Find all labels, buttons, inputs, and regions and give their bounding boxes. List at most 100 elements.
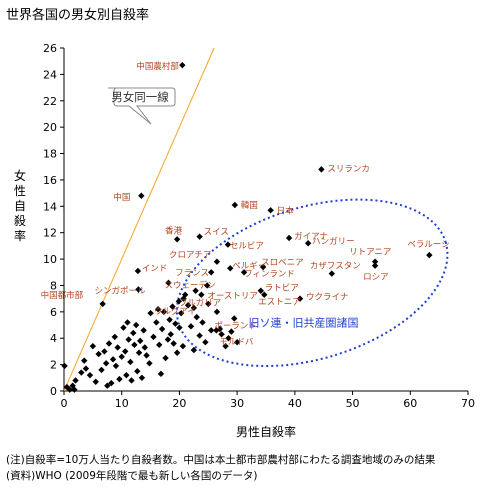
labeled-data-point bbox=[165, 279, 172, 287]
y-tick-label: 26 bbox=[43, 42, 57, 55]
labeled-data-point bbox=[240, 269, 248, 276]
labeled-data-point bbox=[231, 201, 239, 209]
point-label: フランス bbox=[175, 268, 209, 278]
data-point bbox=[164, 336, 172, 343]
point-label: シンガポール bbox=[94, 285, 146, 296]
labeled-data-point bbox=[426, 251, 433, 259]
labeled-data-point bbox=[175, 298, 183, 305]
labeled-data-point bbox=[196, 233, 203, 240]
data-point bbox=[205, 300, 212, 308]
point-label: リトアニア bbox=[349, 248, 391, 258]
data-point bbox=[207, 327, 215, 334]
data-point bbox=[157, 370, 165, 378]
y-tick-label: 20 bbox=[43, 121, 57, 134]
point-label: モルドバ bbox=[220, 337, 255, 347]
data-point bbox=[156, 341, 163, 349]
data-point bbox=[193, 313, 200, 321]
labeled-data-point bbox=[304, 240, 312, 247]
data-point bbox=[190, 346, 198, 354]
point-label: エストニア bbox=[258, 298, 301, 308]
data-point bbox=[166, 316, 173, 323]
labeled-data-point bbox=[218, 331, 225, 338]
data-point bbox=[104, 382, 111, 389]
data-point bbox=[116, 375, 123, 383]
y-tick-label: 18 bbox=[43, 148, 57, 161]
point-label: ブルガリア bbox=[179, 297, 221, 308]
data-point bbox=[121, 348, 129, 355]
data-point bbox=[72, 377, 79, 384]
y-tick-label: 0 bbox=[50, 385, 57, 398]
data-point bbox=[61, 362, 68, 370]
y-tick-label: 22 bbox=[43, 95, 57, 108]
data-point bbox=[172, 320, 179, 327]
data-point bbox=[120, 324, 127, 331]
point-label: ウルグアイ bbox=[154, 306, 196, 317]
data-point bbox=[135, 349, 143, 356]
data-point bbox=[187, 323, 195, 330]
point-label: ラトビア bbox=[265, 284, 299, 294]
labeled-data-point bbox=[267, 207, 274, 214]
data-point bbox=[125, 336, 132, 343]
y-tick-label: 8 bbox=[50, 279, 57, 292]
labeled-data-point bbox=[207, 269, 215, 276]
labeled-data-point bbox=[328, 270, 335, 277]
point-label: ポーランド bbox=[214, 321, 257, 331]
data-point bbox=[143, 352, 150, 359]
data-point bbox=[173, 349, 181, 356]
data-point bbox=[89, 342, 97, 350]
x-tick-label: 20 bbox=[172, 397, 186, 410]
point-label: スウェーデン bbox=[164, 280, 215, 291]
point-label: スリランカ bbox=[327, 164, 370, 174]
point-label: ガイアナ bbox=[294, 231, 328, 242]
point-label: 韓国 bbox=[241, 200, 258, 211]
y-tick-label: 6 bbox=[50, 306, 57, 319]
data-point bbox=[176, 324, 183, 331]
data-point bbox=[202, 338, 209, 346]
data-point bbox=[63, 383, 71, 391]
data-point bbox=[123, 371, 130, 379]
point-label: 香港 bbox=[165, 225, 183, 236]
x-tick-label: 70 bbox=[461, 397, 475, 410]
y-tick-label: 10 bbox=[43, 253, 57, 266]
labeled-data-point bbox=[198, 291, 205, 298]
data-point bbox=[98, 366, 105, 374]
labeled-data-point bbox=[213, 258, 221, 265]
labeled-data-point bbox=[371, 258, 379, 265]
data-point bbox=[162, 354, 169, 362]
labeled-data-point bbox=[135, 286, 142, 293]
data-point bbox=[112, 362, 120, 370]
labeled-data-point bbox=[190, 304, 198, 312]
data-point bbox=[213, 308, 221, 316]
labeled-data-point bbox=[318, 166, 325, 173]
labeled-data-point bbox=[173, 236, 181, 243]
point-label: 中国都市部 bbox=[41, 290, 84, 301]
data-point bbox=[102, 360, 110, 367]
point-label: 日本 bbox=[277, 205, 295, 216]
y-tick-label: 2 bbox=[50, 359, 57, 372]
data-point bbox=[111, 333, 118, 341]
data-point bbox=[170, 340, 177, 347]
data-point bbox=[158, 325, 166, 333]
labeled-data-point bbox=[224, 241, 232, 248]
data-point bbox=[180, 295, 187, 302]
y-axis-label: 女性自殺率 bbox=[14, 168, 26, 243]
point-label: インド bbox=[142, 264, 168, 274]
point-label: ウクライナ bbox=[306, 293, 348, 303]
data-point bbox=[108, 379, 115, 387]
reference-line bbox=[64, 48, 215, 391]
point-label: スイス bbox=[204, 228, 229, 238]
data-point bbox=[82, 365, 90, 372]
point-label: ハンガリー bbox=[312, 236, 355, 247]
point-label: 中国 bbox=[113, 192, 130, 203]
labeled-data-point bbox=[257, 287, 265, 294]
data-point bbox=[128, 377, 135, 384]
labeled-data-point bbox=[138, 192, 145, 199]
labeled-data-point bbox=[296, 295, 304, 302]
data-point bbox=[138, 374, 146, 382]
data-point bbox=[131, 341, 138, 349]
reference-line-label: 男女同一線 bbox=[111, 90, 169, 104]
data-point bbox=[203, 282, 211, 289]
data-point bbox=[199, 319, 206, 326]
x-tick-label: 30 bbox=[230, 397, 244, 410]
x-axis-label: 男性自殺率 bbox=[236, 424, 296, 439]
